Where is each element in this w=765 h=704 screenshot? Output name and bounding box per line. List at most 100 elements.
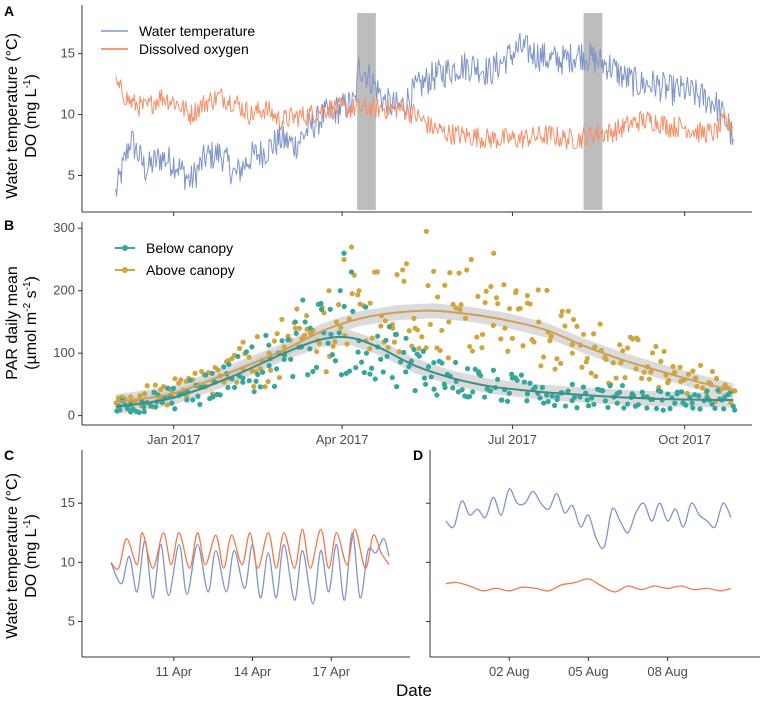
point-above-canopy [400, 267, 406, 273]
point-above-canopy [579, 364, 585, 370]
point-above-canopy [457, 306, 463, 313]
point-above-canopy [316, 340, 323, 346]
point-below-canopy [169, 400, 175, 406]
point-above-canopy [491, 250, 497, 256]
panel-c-ytick-label: 15 [61, 495, 75, 510]
point-above-canopy [423, 345, 429, 351]
point-below-canopy [266, 363, 272, 369]
point-above-canopy [144, 383, 150, 389]
point-above-canopy [369, 335, 375, 341]
panel-a-ylabel-1: Water temperature (°C) [4, 33, 21, 199]
point-above-canopy [544, 287, 550, 293]
point-above-canopy [450, 301, 456, 307]
point-below-canopy [689, 400, 695, 406]
point-below-canopy [571, 394, 578, 400]
point-above-canopy [625, 345, 631, 351]
point-below-canopy [504, 398, 511, 404]
point-above-canopy [622, 375, 628, 381]
point-below-canopy [332, 358, 339, 364]
point-above-canopy [385, 344, 391, 351]
point-below-canopy [361, 369, 367, 376]
point-below-canopy [346, 368, 353, 374]
point-below-canopy [551, 402, 558, 408]
point-below-canopy [605, 404, 611, 411]
point-above-canopy [330, 343, 336, 349]
point-below-canopy [625, 401, 631, 407]
point-above-canopy [262, 384, 268, 390]
point-below-canopy [367, 371, 373, 377]
point-above-canopy [690, 368, 696, 374]
point-above-canopy [338, 324, 344, 331]
point-below-canopy [527, 380, 533, 386]
point-below-canopy [464, 366, 471, 372]
point-above-canopy [574, 323, 580, 329]
point-below-canopy [584, 397, 590, 403]
point-below-canopy [383, 337, 389, 343]
point-above-canopy [396, 349, 402, 355]
point-below-canopy [674, 389, 681, 395]
point-below-canopy [470, 389, 476, 395]
point-below-canopy [292, 319, 298, 325]
point-above-canopy [613, 375, 619, 381]
panel-a-ytick-label: 10 [61, 107, 75, 122]
series-water-temperature-d [445, 488, 732, 550]
point-below-canopy [325, 340, 331, 346]
point-above-canopy [391, 339, 398, 345]
point-above-canopy [580, 331, 587, 338]
point-below-canopy [313, 364, 320, 370]
point-above-canopy [137, 393, 143, 399]
point-above-canopy [633, 366, 639, 372]
point-above-canopy [722, 382, 728, 388]
point-below-canopy [692, 392, 698, 398]
point-above-canopy [367, 300, 373, 306]
point-above-canopy [658, 358, 664, 364]
point-below-canopy [658, 388, 664, 395]
point-below-canopy [271, 383, 278, 390]
point-below-canopy [307, 346, 313, 352]
point-below-canopy [341, 250, 347, 256]
point-above-canopy [638, 375, 645, 381]
point-below-canopy [537, 395, 543, 401]
point-above-canopy [468, 256, 474, 263]
point-below-canopy [683, 402, 689, 408]
point-above-canopy [671, 369, 678, 375]
point-below-canopy [403, 369, 409, 375]
point-below-canopy [225, 384, 231, 391]
point-below-canopy [472, 366, 478, 372]
point-below-canopy [420, 348, 426, 354]
point-above-canopy [296, 325, 303, 331]
point-above-canopy [439, 327, 445, 334]
point-below-canopy [392, 331, 399, 338]
point-above-canopy [495, 301, 501, 307]
point-above-canopy [160, 383, 167, 390]
point-below-canopy [372, 376, 378, 382]
point-below-canopy [350, 308, 356, 315]
x-axis-title: Date [396, 681, 432, 700]
point-below-canopy [431, 359, 437, 366]
point-below-canopy [336, 330, 342, 336]
point-below-canopy [328, 331, 334, 338]
point-above-canopy [349, 291, 355, 297]
point-above-canopy [558, 313, 564, 319]
ci-band-below-canopy [115, 330, 734, 415]
point-below-canopy [580, 384, 587, 390]
point-below-canopy [260, 369, 266, 375]
point-below-canopy [509, 371, 515, 377]
point-below-canopy [607, 383, 613, 389]
point-below-canopy [266, 342, 272, 348]
point-above-canopy [602, 354, 608, 361]
point-above-canopy [314, 348, 320, 355]
point-below-canopy [544, 392, 550, 398]
point-below-canopy [441, 381, 447, 387]
panel-b-ytick-label: 200 [53, 283, 75, 298]
point-below-canopy [499, 397, 505, 403]
point-below-canopy [715, 387, 721, 393]
point-above-canopy [597, 321, 603, 327]
point-below-canopy [394, 384, 400, 390]
point-below-canopy [569, 381, 575, 387]
point-below-canopy [639, 389, 645, 395]
point-below-canopy [203, 372, 209, 378]
point-above-canopy [479, 331, 486, 338]
point-above-canopy [653, 343, 659, 350]
point-above-canopy [458, 301, 464, 308]
